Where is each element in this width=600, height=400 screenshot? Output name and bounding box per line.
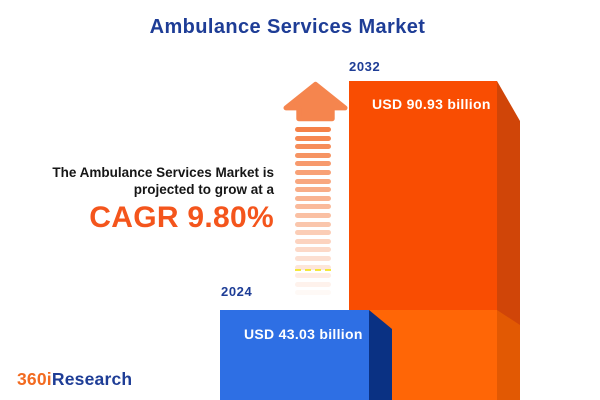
bar-2024-side-3d	[369, 310, 392, 400]
logo-suffix: Research	[51, 369, 133, 389]
growth-arrow-tail-stripes	[295, 127, 331, 299]
page-title: Ambulance Services Market	[149, 16, 426, 38]
dashed-accent-line	[295, 269, 331, 271]
tagline-line-1: The Ambulance Services Market is	[52, 165, 274, 180]
bar-2024-value-label: USD 43.03 billion	[244, 326, 363, 342]
growth-arrow-icon	[283, 81, 348, 122]
tagline-block: The Ambulance Services Market is project…	[12, 165, 274, 235]
bar-2032-value-label: USD 90.93 billion	[372, 96, 491, 112]
logo-prefix: 360i	[17, 369, 52, 389]
cagr-value: CAGR 9.80%	[89, 201, 274, 234]
bar-2032-front-upper	[349, 81, 497, 310]
bar-2024-year-label: 2024	[221, 284, 253, 299]
bar-2032-side-3d	[497, 81, 520, 400]
bar-2032-year-label: 2032	[349, 59, 381, 74]
bar-2032-side-3d-lower	[497, 310, 520, 400]
company-logo: 360iResearch	[17, 369, 132, 390]
bar-2024-front	[220, 310, 369, 400]
tagline-line-2: projected to grow at a	[133, 181, 274, 197]
